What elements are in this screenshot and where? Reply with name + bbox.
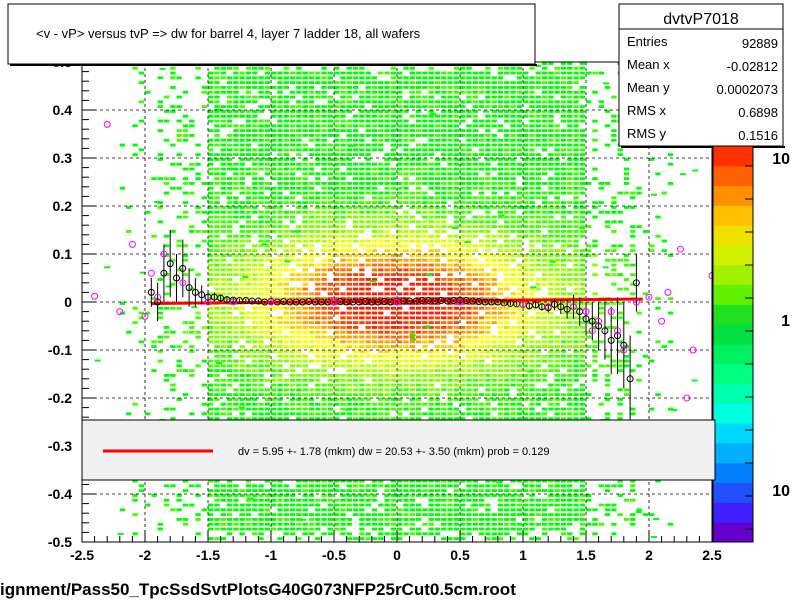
x-tick-label: 1 [519,547,527,563]
y-tick-label: -0.5 [48,534,72,550]
y-tick-label: 0.1 [53,246,73,262]
stats-label: Entries [627,34,668,49]
y-tick-label: 0.3 [53,150,73,166]
x-tick-label: 0.5 [450,547,470,563]
stats-value: 0.1516 [738,128,778,143]
x-tick-label: -0.5 [322,547,346,563]
colorbar-label: 1 [781,313,790,330]
legend-text: dv = 5.95 +- 1.78 (mkm) dw = 20.53 +- 3.… [238,446,550,458]
chart-title: <v - vP> versus tvP => dw for barrel 4, … [36,26,421,41]
x-tick-label: 1.5 [576,547,596,563]
x-tick-label: -2.5 [70,547,94,563]
stats-name: dvtvP7018 [663,11,739,28]
y-tick-label: -0.4 [48,486,72,502]
footer-filename: ignment/Pass50_TpcSsdSvtPlotsG40G073NFP2… [0,580,516,599]
y-tick-label: -0.2 [48,390,72,406]
stats-value: -0.02812 [727,59,778,74]
stats-value: 92889 [742,36,778,51]
colorbar: 10 1 10 [713,146,790,543]
stats-label: RMS x [627,103,667,118]
x-tick-label: 2 [645,547,653,563]
legend-box: dv = 5.95 +- 1.78 (mkm) dw = 20.53 +- 3.… [82,420,715,480]
x-tick-label: -1 [265,547,278,563]
stats-value: 0.6898 [738,105,778,120]
x-tick-label: 0 [393,547,401,563]
stats-label: Mean x [627,57,670,72]
y-tick-label: 0 [64,294,72,310]
colorbar-label: 10 [772,483,790,500]
stats-label: RMS y [627,126,667,141]
colorbar-label: 10 [772,151,790,168]
x-tick-label: -1.5 [196,547,220,563]
y-tick-label: 0.4 [53,102,73,118]
stats-value: 0.0002073 [717,82,778,97]
y-tick-label: -0.1 [48,342,72,358]
x-tick-label: -2 [139,547,152,563]
x-tick-label: 2.5 [702,547,722,563]
title-box: <v - vP> versus tvP => dw for barrel 4, … [8,4,537,66]
y-tick-label: -0.3 [48,438,72,454]
stats-box: dvtvP7018 Entries 92889 Mean x -0.02812 Mean… [619,4,785,148]
y-tick-label: 0.2 [53,198,73,214]
stats-label: Mean y [627,80,670,95]
